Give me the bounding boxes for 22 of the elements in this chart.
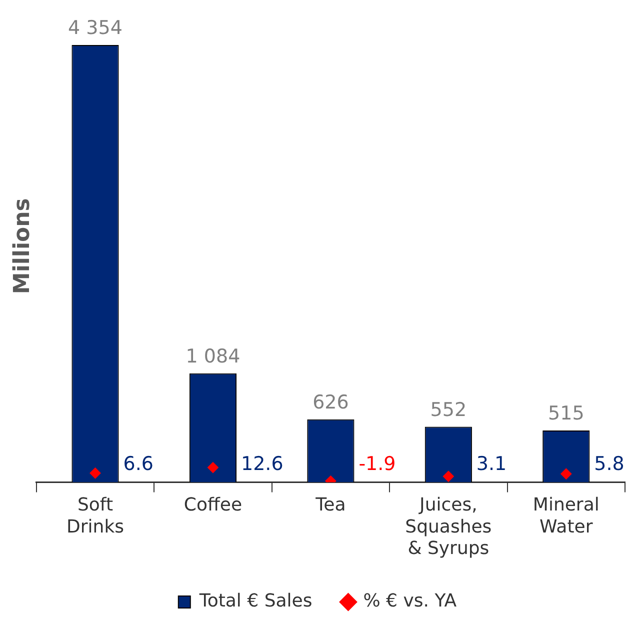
data-label: 12.6 [240,453,284,476]
point [560,468,572,480]
data-label: 1 084 [186,345,240,368]
x-tick-label: Juices, Squashes & Syrups [405,494,492,559]
x-tick-label: Mineral Water [532,494,600,538]
y-axis-title: Millions [10,198,35,294]
data-label: -1.9 [358,453,396,476]
data-label: 515 [548,402,584,424]
point [90,468,101,479]
data-label: 6.6 [123,453,154,476]
data-label: 3.1 [476,453,507,476]
data-label: 4 354 [68,16,122,39]
legend-label: % € vs. YA [363,590,458,612]
x-tick-label: Tea [314,494,346,516]
point [207,462,218,474]
point [442,470,454,482]
legend-label: Total € Sales [198,590,312,612]
data-label: 552 [430,398,467,421]
x-tick-label: Soft Drinks [66,494,124,538]
data-label: 626 [312,391,349,414]
data-label: 5.8 [594,453,624,476]
x-tick-label: Coffee [184,494,242,516]
